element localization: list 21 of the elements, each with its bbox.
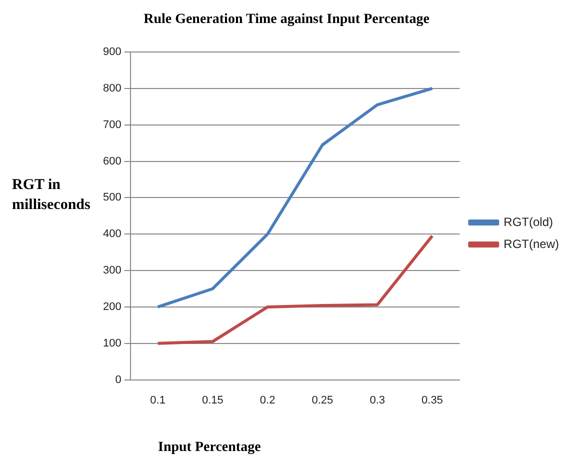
- y-tick-label: 200: [102, 300, 122, 313]
- x-tick-label: 0.35: [422, 394, 443, 406]
- x-tick-label: 0.2: [260, 394, 276, 406]
- y-axis-title: RGT in milliseconds: [12, 176, 92, 215]
- y-tick-label: 600: [102, 155, 122, 168]
- x-tick-label: 0.3: [370, 394, 385, 406]
- y-tick-label: 400: [102, 228, 122, 240]
- y-tick-label: 900: [102, 46, 122, 58]
- y-tick-label: 0: [115, 374, 122, 386]
- y-tick-label: 800: [102, 82, 122, 94]
- y-tick-label: 500: [102, 192, 122, 204]
- chart-title: Rule Generation Time against Input Percentage: [142, 12, 430, 28]
- x-tick-label: 0.15: [202, 394, 224, 406]
- y-tick-label: 300: [102, 264, 122, 277]
- x-axis-title: Input Percentage: [158, 440, 261, 456]
- x-tick-label: 0.25: [312, 394, 334, 406]
- legend-label: RGT(old): [504, 214, 554, 229]
- legend-label: RGT(new): [504, 236, 560, 251]
- x-tick-label: 0.1: [150, 394, 166, 406]
- y-tick-label: 700: [102, 118, 122, 131]
- y-tick-label: 100: [102, 337, 122, 350]
